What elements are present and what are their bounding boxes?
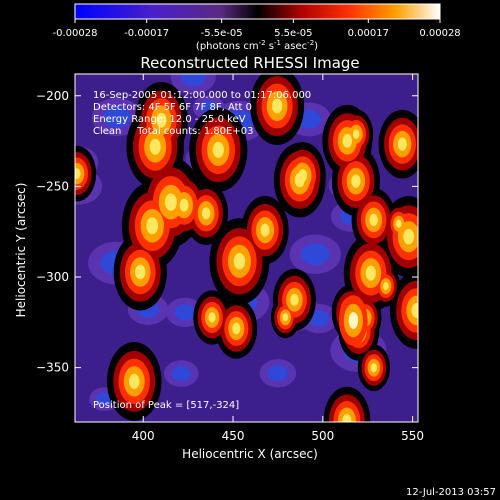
x-tick-label: 550 (401, 429, 424, 443)
colorbar-tick-label: -0.00028 (53, 28, 98, 39)
rhessi-image (75, 74, 418, 422)
annotation-clean-counts: Clean Total counts: 1.80E+03 (93, 126, 253, 137)
plot-frame (74, 73, 419, 423)
x-tick-label: 400 (132, 429, 155, 443)
colorbar-tick-label: -5.5e-05 (201, 28, 243, 39)
x-tick-label: 450 (222, 429, 245, 443)
y-tick-label: −200 (36, 89, 69, 103)
colorbar (74, 3, 441, 20)
y-tick-label: −250 (36, 179, 69, 193)
y-tick-label: −350 (36, 361, 69, 375)
chart-title: Reconstructed RHESSI Image (140, 54, 359, 72)
y-axis-label: Heliocentric Y (arcsec) (14, 183, 28, 318)
annotation-detectors: Detectors: 4F 5F 6F 7F 8F, Att 0 (93, 102, 252, 113)
x-axis-label: Heliocentric X (arcsec) (182, 447, 318, 461)
annotation-peak-position: Position of Peak = [517,-324] (93, 400, 239, 411)
colorbar-tick-labels: -0.00028 -0.00017 -5.5e-05 5.5e-05 0.00017 0.… (53, 28, 461, 39)
annotation-energy-range: Energy Range: 12.0 - 25.0 keV (93, 114, 246, 125)
colorbar-unit: (photons cm-2 s-1 asec-2) (196, 39, 318, 52)
annotation-time-range: 16-Sep-2005 01:12:00.000 to 01:17:06.000 (93, 90, 311, 101)
x-axis-ticks: 400 450 500 550 (132, 74, 424, 443)
colorbar-tick-label: 5.5e-05 (274, 28, 312, 39)
colorbar-tick-label: -0.00017 (124, 28, 169, 39)
timestamp: 12-Jul-2013 03:57 (406, 487, 496, 498)
x-tick-label: 500 (311, 429, 334, 443)
annotations: 16-Sep-2005 01:12:00.000 to 01:17:06.000… (93, 90, 311, 411)
colorbar-tick-label: 0.00028 (419, 28, 460, 39)
y-tick-label: −300 (36, 270, 69, 284)
colorbar-ticks (74, 19, 441, 23)
colorbar-tick-label: 0.00017 (348, 28, 389, 39)
y-axis-ticks: −200 −250 −300 −350 (36, 89, 418, 375)
